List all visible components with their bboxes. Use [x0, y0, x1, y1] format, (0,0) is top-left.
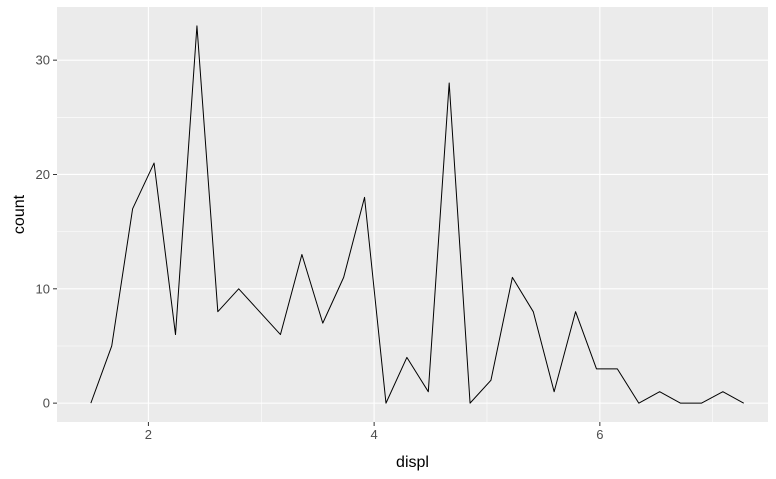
plot-panel	[57, 7, 768, 422]
y-axis: 0 10 20 30	[36, 53, 57, 411]
y-tick-label: 10	[36, 281, 50, 296]
y-tick-label: 30	[36, 53, 50, 68]
x-tick-label: 6	[596, 427, 603, 442]
minor-gridlines	[57, 7, 768, 422]
x-tick-label: 4	[371, 427, 378, 442]
series-layer	[90, 25, 744, 404]
y-tick-label: 20	[36, 167, 50, 182]
series-line	[90, 25, 744, 404]
x-axis: 2 4 6	[145, 422, 603, 442]
y-axis-title: count	[11, 194, 28, 234]
x-axis-title: displ	[396, 454, 429, 471]
x-tick-label: 2	[145, 427, 152, 442]
major-gridlines	[57, 7, 768, 422]
y-tick-label: 0	[43, 396, 50, 411]
